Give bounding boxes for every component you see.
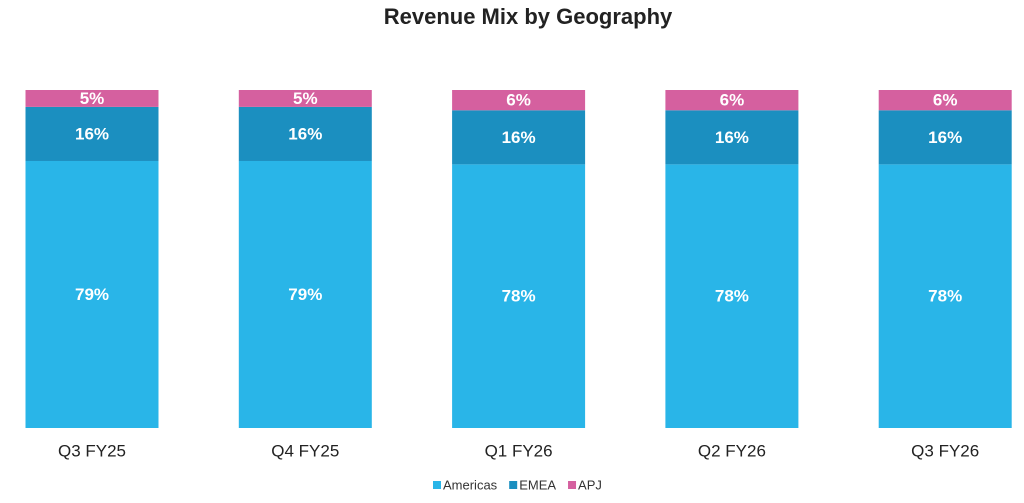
x-tick-label: Q4 FY25 (271, 441, 339, 460)
legend-label: Americas (443, 477, 498, 492)
value-label: 16% (288, 124, 322, 143)
legend-swatch (509, 481, 518, 489)
chart-title: Revenue Mix by Geography (384, 4, 673, 29)
value-label: 79% (288, 285, 322, 304)
legend-label: APJ (578, 477, 602, 492)
value-label: 16% (928, 128, 962, 147)
legend-swatch (433, 481, 441, 489)
legend-swatch (568, 481, 577, 489)
bar-segment (878, 164, 1012, 429)
x-tick-label: Q1 FY26 (485, 441, 553, 460)
value-label: 6% (933, 91, 958, 110)
x-tick-label: Q2 FY26 (698, 441, 766, 460)
bar-segment (452, 110, 586, 165)
value-label: 6% (720, 91, 745, 110)
x-tick-label: Q3 FY25 (58, 441, 126, 460)
value-label: 79% (75, 285, 109, 304)
bar-segment (25, 160, 159, 429)
bar-segment (25, 106, 159, 161)
value-label: 16% (75, 124, 109, 143)
value-label: 16% (502, 128, 536, 147)
bar-segment (25, 90, 159, 107)
value-label: 5% (293, 89, 318, 108)
bar-segment (452, 90, 586, 111)
value-label: 78% (502, 287, 536, 306)
legend-label: EMEA (519, 477, 556, 492)
value-label: 5% (80, 89, 105, 108)
bar-segment (665, 110, 799, 165)
bar-segment (238, 90, 372, 107)
bar-segment (878, 90, 1012, 111)
bar-segment (238, 106, 372, 161)
bar-segment (665, 90, 799, 111)
bar-segment (665, 164, 799, 429)
value-label: 78% (928, 287, 962, 306)
bar-segment (878, 110, 1012, 165)
value-label: 16% (715, 128, 749, 147)
value-label: 6% (506, 91, 531, 110)
bar-segment (452, 164, 586, 429)
bar-segment (238, 160, 372, 429)
value-label: 78% (715, 287, 749, 306)
x-tick-label: Q3 FY26 (911, 441, 979, 460)
